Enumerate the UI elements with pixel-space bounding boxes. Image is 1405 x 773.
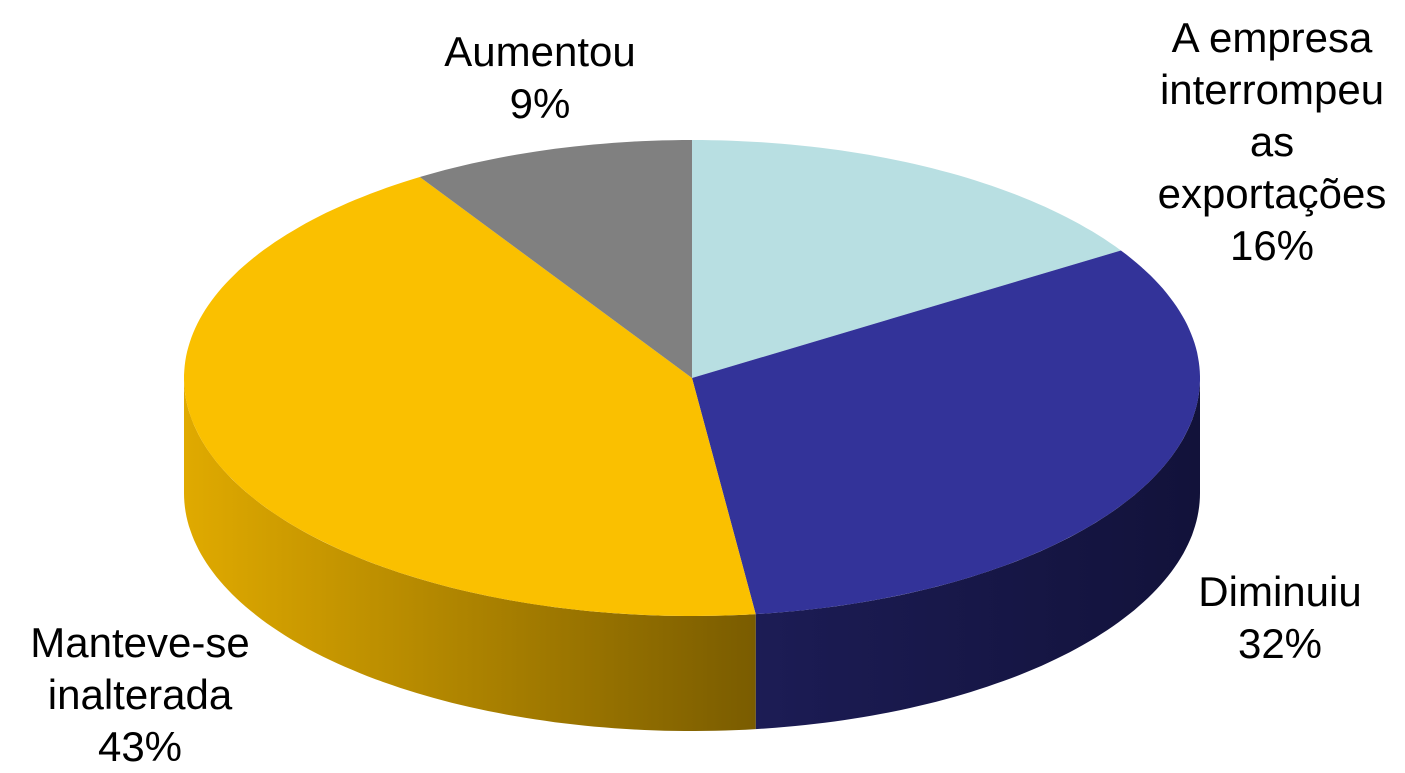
value-label: 16% <box>1229 222 1315 269</box>
pie-slice <box>692 140 1121 378</box>
category-label: Manteve-se inalterada <box>30 619 250 718</box>
value-label: 9% <box>509 80 571 127</box>
value-label: 32% <box>1237 620 1323 667</box>
value-label: 43% <box>97 723 183 770</box>
pie-slice <box>184 177 756 616</box>
category-label: A empresa interrompeu as exportações <box>1157 14 1387 217</box>
slice-label: Aumentou 9% <box>420 26 660 130</box>
slice-side <box>184 378 756 731</box>
pie-slice <box>692 250 1200 615</box>
slice-label: Manteve-se inalterada 43% <box>0 617 280 773</box>
category-label: Diminuiu <box>1198 568 1362 615</box>
slice-label: A empresa interrompeu as exportações 16% <box>1137 12 1405 272</box>
pie-slice <box>419 140 692 378</box>
category-label: Aumentou <box>444 28 636 75</box>
slice-label: Diminuiu 32% <box>1170 566 1390 670</box>
slice-side <box>755 378 1200 730</box>
